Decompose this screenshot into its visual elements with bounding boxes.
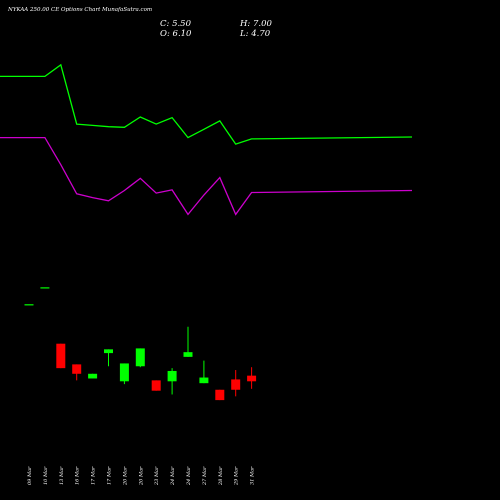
candle-body [247, 375, 257, 382]
low-value: L: 4.70 [240, 29, 271, 39]
high-value: H: 7.00 [240, 19, 272, 29]
lower-indicator-line [0, 136, 413, 216]
candle-body [167, 370, 177, 382]
candle-body [151, 380, 161, 391]
candle-body [88, 373, 98, 379]
x-tick-label: 27 Mar [202, 466, 208, 486]
x-tick-label: 09 Mar [27, 466, 33, 485]
x-tick-label: 24 Mar [170, 466, 176, 486]
open-value: O: 6.10 [160, 29, 192, 39]
chart-title: NYKAA 250.00 CE Options Chart MunafaSutr… [8, 7, 153, 13]
candle-body [56, 343, 66, 369]
candle-body [24, 304, 34, 306]
candle-body [215, 389, 225, 401]
candle-body [135, 348, 145, 367]
x-tick-label: 20 Mar [122, 466, 128, 486]
x-tick-label: 29 Mar [234, 466, 240, 486]
x-tick-label: 23 Mar [154, 466, 160, 486]
candle-body [199, 377, 209, 384]
x-tick-label: 17 Mar [107, 466, 113, 485]
x-tick-label: 13 Mar [59, 466, 65, 485]
x-tick-label: 28 Mar [218, 466, 224, 486]
x-tick-label: 17 Mar [91, 466, 97, 485]
candle-body [183, 352, 193, 357]
candle-body [72, 364, 82, 374]
candle-body [104, 349, 113, 354]
candle-body [231, 379, 241, 390]
upper-indicator-line [0, 63, 413, 145]
x-tick-label: 20 Mar [138, 466, 144, 486]
x-tick-label: 10 Mar [43, 466, 49, 485]
x-tick-label: 31 Mar [250, 466, 256, 485]
close-value: C: 5.50 [160, 19, 191, 29]
x-tick-label: 24 Mar [186, 466, 192, 486]
candle-body [119, 363, 129, 382]
x-tick-label: 16 Mar [75, 466, 81, 485]
candle-body [40, 287, 50, 289]
